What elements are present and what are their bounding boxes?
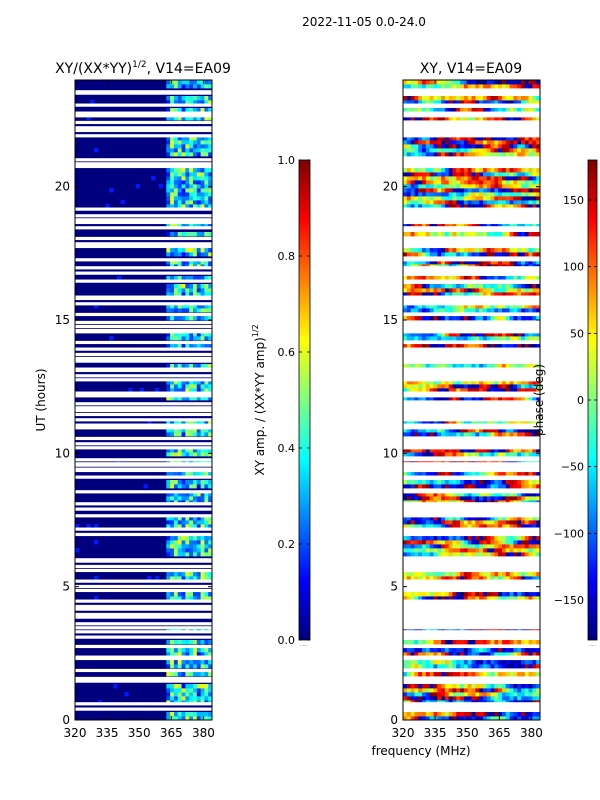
x-tick-label: 365 — [488, 726, 511, 740]
y-tick-label: 20 — [55, 180, 70, 194]
right-colorbar-label: phase (deg) — [532, 364, 546, 436]
right-plot-frame — [402, 79, 541, 721]
right-colorbar-footnote: ...... — [588, 642, 596, 647]
colorbar-tick-label: 1.0 — [278, 154, 296, 167]
right-y-axis: 0 5 10 15 20 — [383, 180, 540, 727]
left-y-axis-label: UT (hours) — [34, 368, 48, 431]
x-tick-label: 335 — [424, 726, 447, 740]
x-tick-label: 350 — [456, 726, 479, 740]
colorbar-tick-label: 150 — [563, 194, 584, 207]
x-tick-label: 320 — [392, 726, 415, 740]
x-tick-label: 335 — [96, 726, 119, 740]
colorbar-tick-label: 0.2 — [278, 538, 296, 551]
colorbar-tick-label: 0.0 — [278, 634, 296, 647]
right-panel-title: XY, V14=EA09 — [420, 61, 522, 77]
right-panel: XY, V14=EA09 320 335 350 365 380 0 5 10 15 20 fr… — [371, 61, 542, 758]
left-panel-title: XY/(XX*YY)1/2, V14=EA09 — [55, 60, 231, 77]
colorbar-tick-label: 50 — [570, 327, 584, 340]
x-tick-label: 365 — [160, 726, 183, 740]
left-y-axis: 0 5 10 15 20 — [55, 180, 212, 727]
y-tick-label: 10 — [383, 446, 398, 460]
y-tick-label: 15 — [383, 313, 398, 327]
right-x-axis-label: frequency (MHz) — [371, 744, 470, 758]
colorbar-tick-label: −50 — [561, 461, 584, 474]
left-panel: XY/(XX*YY)1/2, V14=EA09 320 335 350 365 380 … — [34, 60, 231, 740]
left-colorbar-ticks: 0.0 0.2 0.4 0.6 0.8 1.0 — [278, 154, 310, 647]
y-tick-label: 20 — [383, 180, 398, 194]
x-tick-label: 380 — [192, 726, 215, 740]
x-tick-label: 320 — [64, 726, 87, 740]
colorbar-tick-label: 0 — [577, 394, 584, 407]
left-x-axis: 320 335 350 365 380 — [64, 80, 215, 740]
colorbar-tick-label: 100 — [563, 261, 584, 274]
y-tick-label: 5 — [62, 580, 70, 594]
x-tick-label: 380 — [520, 726, 543, 740]
left-colorbar-label: XY amp. / (XX*YY amp)1/2 — [251, 324, 267, 475]
y-tick-label: 0 — [390, 713, 398, 727]
colorbar-tick-label: 0.6 — [278, 346, 296, 359]
y-tick-label: 10 — [55, 446, 70, 460]
left-colorbar: 0.0 0.2 0.4 0.6 0.8 1.0 XY amp. / (XX*YY amp)… — [251, 154, 311, 647]
left-plot-frame — [74, 79, 213, 721]
right-colorbar-ticks: −150 −100 −50 0 50 100 150 — [554, 194, 597, 607]
right-colorbar: −150 −100 −50 0 50 100 150 phase (deg) ...... — [532, 159, 598, 647]
colorbar-tick-label: 0.8 — [278, 250, 296, 263]
left-heatmap — [75, 80, 213, 721]
left-colorbar-footnote: ...... — [300, 642, 308, 647]
colorbar-tick-label: −100 — [554, 527, 584, 540]
left-colorbar-gradient — [298, 159, 311, 641]
y-tick-label: 0 — [62, 713, 70, 727]
right-x-axis: 320 335 350 365 380 — [392, 80, 543, 740]
x-tick-label: 350 — [128, 726, 151, 740]
y-tick-label: 15 — [55, 313, 70, 327]
colorbar-tick-label: 0.4 — [278, 442, 296, 455]
colorbar-tick-label: −150 — [554, 594, 584, 607]
y-tick-label: 5 — [390, 580, 398, 594]
figure-suptitle: 2022-11-05 0.0-24.0 — [302, 15, 426, 29]
right-heatmap — [403, 80, 541, 721]
